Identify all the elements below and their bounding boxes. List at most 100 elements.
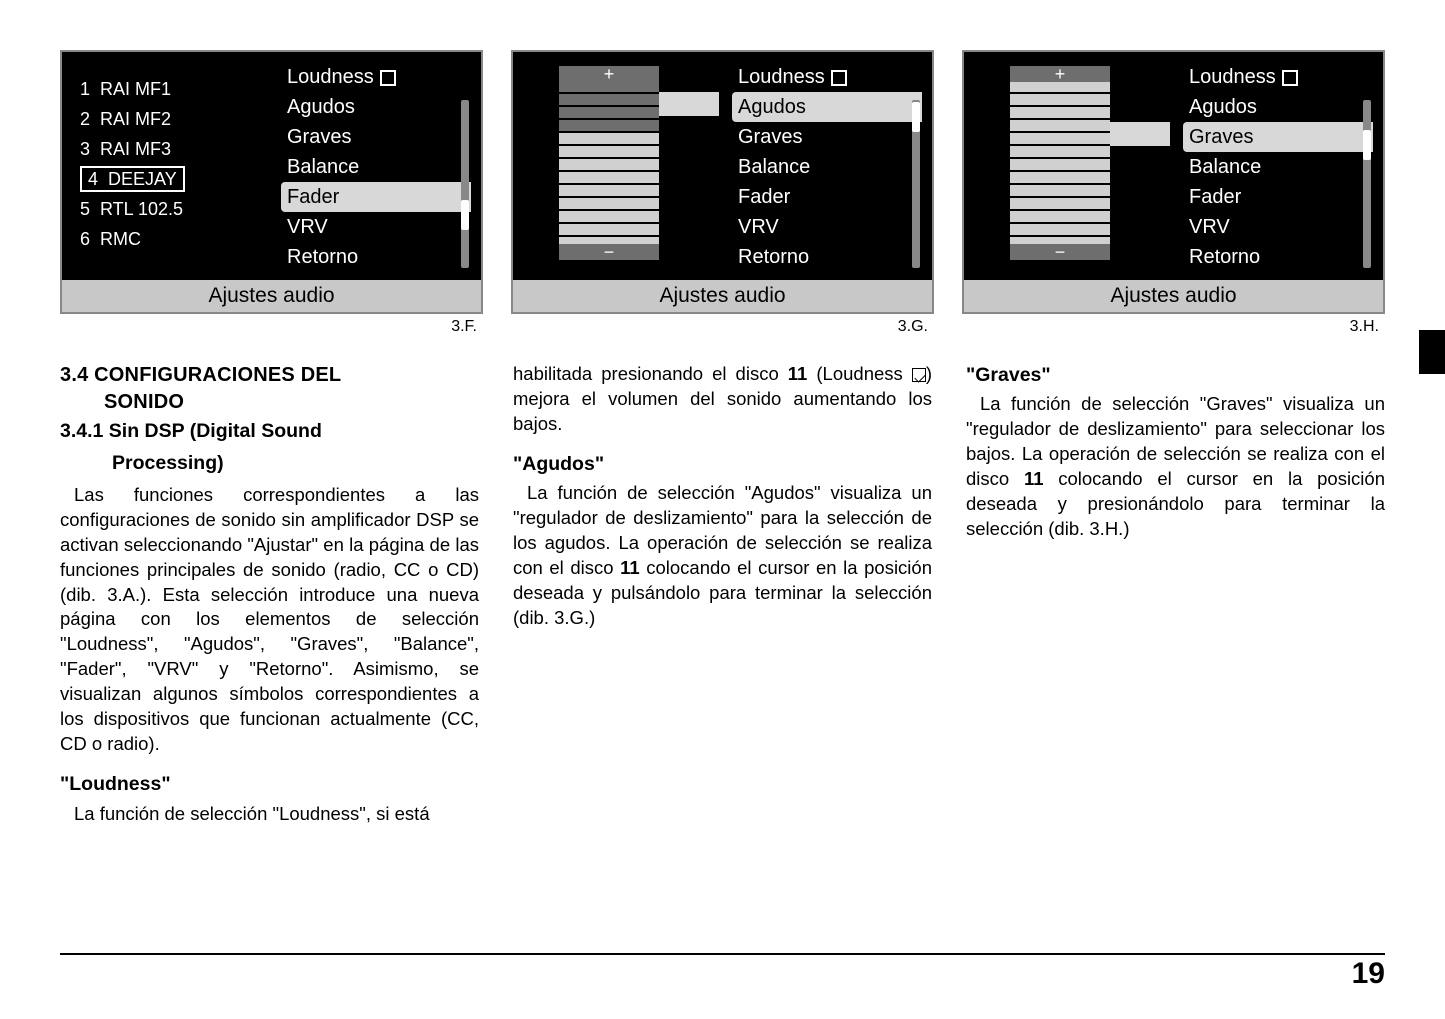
radio-preset: 3 RAI MF3 bbox=[80, 134, 185, 164]
menu-item: Retorno bbox=[1183, 242, 1373, 272]
paragraph-agudos: La función de selección "Agudos" visuali… bbox=[513, 481, 932, 631]
subsection-heading: 3.4.1 Sin DSP (Digital Sound bbox=[60, 418, 479, 444]
dial-number: 11 bbox=[620, 557, 640, 578]
menu-item: Loudness bbox=[1183, 62, 1373, 92]
heading-agudos: "Agudos" bbox=[513, 451, 932, 477]
slider-minus-icon: − bbox=[1010, 244, 1110, 260]
slider-plus-icon: + bbox=[559, 66, 659, 82]
side-tab bbox=[1419, 330, 1445, 374]
menu-item: Agudos bbox=[281, 92, 471, 122]
scroll-thumb bbox=[1363, 130, 1371, 160]
screen-footer: Ajustes audio bbox=[964, 280, 1383, 312]
caption-1: 3.F. bbox=[60, 314, 483, 336]
menu-item: Retorno bbox=[732, 242, 922, 272]
slider-track bbox=[559, 68, 659, 248]
audio-menu-3: LoudnessAgudosGravesBalanceFaderVRVRetor… bbox=[1183, 62, 1373, 272]
text: habilitada presionando el disco bbox=[513, 363, 788, 384]
menu-item: Graves bbox=[732, 122, 922, 152]
slider-step bbox=[559, 172, 659, 183]
page-rule bbox=[60, 953, 1385, 955]
radio-preset: 4 DEEJAY bbox=[80, 164, 185, 194]
screens-row: 1 RAI MF12 RAI MF23 RAI MF34 DEEJAY5 RTL… bbox=[60, 50, 1385, 336]
paragraph-graves: La función de selección "Graves" visuali… bbox=[966, 392, 1385, 542]
slider-step bbox=[1010, 159, 1110, 170]
screen-3: + − LoudnessAgudosGravesBalanceFaderVRVR… bbox=[962, 50, 1385, 314]
slider-step bbox=[1010, 172, 1110, 183]
connector bbox=[659, 92, 719, 116]
menu-item: Balance bbox=[1183, 152, 1373, 182]
checkbox-icon bbox=[831, 70, 847, 86]
menu-item: VRV bbox=[281, 212, 471, 242]
menu-item: Retorno bbox=[281, 242, 471, 272]
menu-item: Fader bbox=[1183, 182, 1373, 212]
screen-1-wrap: 1 RAI MF12 RAI MF23 RAI MF34 DEEJAY5 RTL… bbox=[60, 50, 483, 336]
menu-item: Graves bbox=[281, 122, 471, 152]
slider-step bbox=[559, 133, 659, 144]
screen-2-wrap: + − LoudnessAgudosGravesBalanceFaderVRVR… bbox=[511, 50, 934, 336]
audio-menu-2: LoudnessAgudosGravesBalanceFaderVRVRetor… bbox=[732, 62, 922, 272]
slider-step bbox=[559, 159, 659, 170]
menu-item: Agudos bbox=[732, 92, 922, 122]
dial-number: 11 bbox=[788, 363, 808, 384]
scroll-thumb bbox=[912, 102, 920, 132]
heading-graves: "Graves" bbox=[966, 362, 1385, 388]
radio-preset: 1 RAI MF1 bbox=[80, 74, 185, 104]
scrollbar bbox=[1363, 100, 1371, 268]
column-3: "Graves" La función de selección "Graves… bbox=[966, 362, 1385, 827]
scrollbar bbox=[912, 100, 920, 268]
page-number: 19 bbox=[1352, 957, 1385, 991]
slider-step bbox=[1010, 146, 1110, 157]
subsection-heading-line2: Processing) bbox=[60, 450, 479, 476]
radio-preset: 6 RMC bbox=[80, 224, 185, 254]
menu-item: Fader bbox=[281, 182, 471, 212]
column-2: habilitada presionando el disco 11 (Loud… bbox=[513, 362, 932, 827]
scroll-thumb bbox=[461, 200, 469, 230]
screen-1: 1 RAI MF12 RAI MF23 RAI MF34 DEEJAY5 RTL… bbox=[60, 50, 483, 314]
connector bbox=[1110, 122, 1170, 146]
dial-number: 11 bbox=[1024, 468, 1044, 489]
slider-step bbox=[559, 120, 659, 131]
text: (Loudness bbox=[807, 363, 911, 384]
slider-step bbox=[559, 146, 659, 157]
caption-2: 3.G. bbox=[511, 314, 934, 336]
slider-step bbox=[1010, 185, 1110, 196]
radio-preset-list: 1 RAI MF12 RAI MF23 RAI MF34 DEEJAY5 RTL… bbox=[80, 74, 185, 254]
slider-plus-icon: + bbox=[1010, 66, 1110, 82]
screen-3-wrap: + − LoudnessAgudosGravesBalanceFaderVRVR… bbox=[962, 50, 1385, 336]
slider-graves: + − bbox=[1010, 68, 1110, 268]
slider-step bbox=[559, 211, 659, 222]
checkbox-icon bbox=[912, 368, 926, 382]
audio-menu-1: LoudnessAgudosGravesBalanceFaderVRVRetor… bbox=[281, 62, 471, 272]
slider-step bbox=[559, 94, 659, 105]
slider-agudos: + − bbox=[559, 68, 659, 268]
menu-item: Agudos bbox=[1183, 92, 1373, 122]
slider-step bbox=[1010, 211, 1110, 222]
menu-item: Loudness bbox=[281, 62, 471, 92]
caption-3: 3.H. bbox=[962, 314, 1385, 336]
heading-loudness: "Loudness" bbox=[60, 771, 479, 797]
radio-preset: 2 RAI MF2 bbox=[80, 104, 185, 134]
scrollbar bbox=[461, 100, 469, 268]
section-heading: 3.4 CONFIGURACIONES DEL bbox=[60, 362, 479, 389]
slider-step bbox=[559, 198, 659, 209]
slider-step bbox=[559, 224, 659, 235]
slider-step bbox=[1010, 120, 1110, 131]
menu-item: Loudness bbox=[732, 62, 922, 92]
slider-step bbox=[1010, 94, 1110, 105]
paragraph-loudness-cont: habilitada presionando el disco 11 (Loud… bbox=[513, 362, 932, 437]
paragraph-intro: Las funciones correspondientes a las con… bbox=[60, 483, 479, 758]
slider-track bbox=[1010, 68, 1110, 248]
paragraph-loudness: La función de selección "Loudness", si e… bbox=[60, 802, 479, 827]
menu-item: Graves bbox=[1183, 122, 1373, 152]
slider-step bbox=[1010, 224, 1110, 235]
menu-item: Balance bbox=[281, 152, 471, 182]
column-1: 3.4 CONFIGURACIONES DEL SONIDO 3.4.1 Sin… bbox=[60, 362, 479, 827]
slider-step bbox=[559, 107, 659, 118]
radio-preset: 5 RTL 102.5 bbox=[80, 194, 185, 224]
checkbox-icon bbox=[380, 70, 396, 86]
body-columns: 3.4 CONFIGURACIONES DEL SONIDO 3.4.1 Sin… bbox=[60, 362, 1385, 827]
screen-footer: Ajustes audio bbox=[513, 280, 932, 312]
screen-2: + − LoudnessAgudosGravesBalanceFaderVRVR… bbox=[511, 50, 934, 314]
menu-item: VRV bbox=[1183, 212, 1373, 242]
slider-minus-icon: − bbox=[559, 244, 659, 260]
